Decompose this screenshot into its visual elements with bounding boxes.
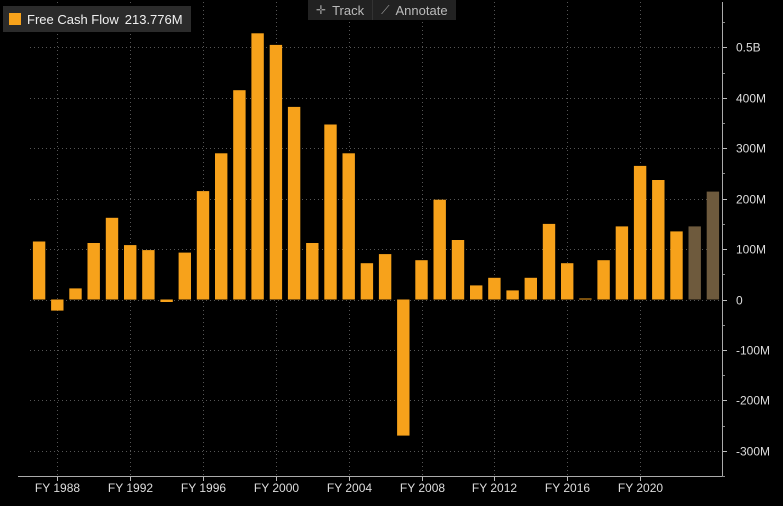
bar[interactable] [524,277,537,300]
y-tick-label: -200M [736,394,770,408]
y-tick-label: 100M [736,243,766,257]
x-tick-label: FY 2008 [400,481,445,495]
bar[interactable] [360,263,374,300]
bar[interactable] [688,226,701,300]
bar[interactable] [579,298,592,300]
bar[interactable] [251,33,264,300]
bar[interactable] [269,44,283,300]
bar[interactable] [470,285,483,300]
legend-value: 213.776M [124,11,183,27]
y-tick-label: -100M [736,344,770,358]
track-button[interactable]: ✛ Track [308,0,372,20]
x-tick-label: FY 2000 [254,481,299,495]
bar[interactable] [506,290,519,300]
legend-swatch [9,13,21,25]
bar[interactable] [561,263,574,300]
annotate-button[interactable]: ⟋ Annotate [372,0,455,20]
bar[interactable] [433,199,446,300]
bar[interactable] [233,90,246,300]
y-tick-label: 400M [736,92,766,106]
bar[interactable] [397,299,410,436]
bar[interactable] [597,260,610,300]
annotate-label: Annotate [395,2,448,18]
x-tick-label: FY 1996 [181,481,226,495]
bar[interactable] [615,226,629,300]
bar[interactable] [32,241,46,300]
bar[interactable] [306,243,319,300]
bar[interactable] [160,299,173,303]
x-tick-label: FY 2016 [545,481,590,495]
x-tick-label: FY 1988 [35,481,80,495]
bar[interactable] [142,250,155,300]
bar[interactable] [652,180,665,300]
bar[interactable] [633,165,647,300]
bar[interactable] [69,288,82,300]
track-label: Track [332,2,365,18]
bar[interactable] [415,260,428,300]
legend[interactable]: Free Cash Flow 213.776M [3,6,191,32]
chart-toolbar: ✛ Track ⟋ Annotate [308,0,456,20]
x-axis: FY 1988 FY 1992 FY 1996 FY 2000 FY 2004 FY 20… [18,476,722,495]
bar[interactable] [124,245,137,300]
y-tick-label: -300M [736,445,770,459]
bar[interactable] [706,191,720,300]
bar[interactable] [378,254,392,300]
x-tick-label: FY 2004 [327,481,372,495]
bar[interactable] [105,217,119,300]
y-tick-label: 0 [736,294,743,308]
bar[interactable] [196,191,210,300]
bar[interactable] [451,240,465,300]
y-tick-label: 0.5B [736,41,761,55]
x-tick-label: FY 1992 [108,481,153,495]
pencil-icon: ⟋ [381,2,390,17]
bar[interactable] [178,252,191,300]
bar[interactable] [215,153,228,300]
x-tick-label: FY 2020 [618,481,663,495]
bar[interactable] [287,106,301,300]
bar[interactable] [342,153,355,300]
x-tick-label: FY 2012 [472,481,517,495]
bars [32,33,720,436]
legend-label: Free Cash Flow [27,11,119,27]
bar[interactable] [87,243,100,300]
grid-lines [30,2,722,476]
y-tick-label: 200M [736,193,766,207]
crosshair-icon: ✛ [316,3,327,17]
bar[interactable] [542,223,556,300]
bar[interactable] [51,299,64,311]
y-tick-label: 300M [736,142,766,156]
y-axis: -300M -200M -100M 0 100M 200M 300M 400M 0.5B [722,2,770,477]
bar[interactable] [324,124,337,300]
bar[interactable] [670,231,683,300]
bar[interactable] [488,277,501,300]
